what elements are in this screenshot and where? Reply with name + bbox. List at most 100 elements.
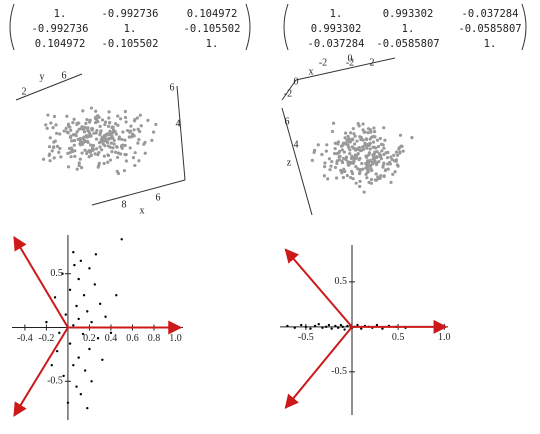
cloud-dot — [77, 161, 81, 165]
cloud-dot — [44, 123, 48, 127]
cloud-dot — [358, 135, 362, 139]
cloud-dot — [351, 127, 355, 131]
cloud-dot — [100, 148, 104, 152]
point — [72, 324, 75, 327]
arrow — [13, 235, 69, 329]
cloud-dot — [123, 109, 128, 114]
cloud-dot — [381, 165, 385, 169]
cloud-dot — [386, 150, 390, 155]
cloud-dot — [81, 140, 86, 145]
point — [81, 332, 85, 336]
cloud-dot — [106, 140, 110, 145]
cloud-dot — [132, 128, 136, 132]
cloud-dot — [353, 134, 357, 138]
cloud-dot — [106, 160, 110, 164]
cloud-dot — [349, 169, 354, 173]
cloud-dot — [344, 157, 348, 162]
cloud-dot — [379, 174, 383, 178]
cloud-dot — [351, 177, 355, 181]
cloud-dot — [87, 149, 91, 153]
matrix-entry: -0.105502 — [184, 23, 241, 35]
cloud-dot — [398, 133, 403, 137]
cloud-dot — [52, 156, 56, 160]
cloud-dot — [328, 168, 332, 172]
cloud-dot — [93, 152, 97, 156]
point — [64, 313, 67, 316]
cloud-dot — [109, 141, 113, 145]
cloud-dot — [362, 130, 366, 134]
cloud-dot — [333, 141, 337, 145]
matrix-entry: 0.104972 — [187, 8, 238, 20]
cloud-dot — [381, 143, 385, 147]
cloud-dot — [378, 176, 382, 180]
cloud-dot — [131, 156, 136, 160]
cloud-dot — [352, 132, 356, 136]
cloud-dot — [45, 126, 49, 130]
point — [96, 337, 100, 340]
cloud-dot — [400, 144, 404, 148]
cloud-dot — [49, 121, 53, 125]
cloud-dot — [95, 128, 99, 133]
matrix-entry: 1. — [206, 38, 219, 50]
y-tick-label: 0.5 — [50, 268, 63, 279]
cloud-dot — [325, 143, 329, 147]
cloud-dot — [112, 138, 116, 142]
cloud-dot — [366, 168, 370, 172]
cloud-dot — [398, 151, 402, 155]
cloud-dot — [347, 163, 351, 167]
cloud-dot — [136, 127, 140, 131]
x-tick-label: 1.0 — [169, 333, 182, 344]
cloud-dot — [137, 159, 141, 163]
cloud-dot — [138, 113, 142, 117]
cloud-dot — [119, 152, 123, 156]
cloud-dot — [87, 120, 92, 124]
cloud-dot — [123, 138, 127, 142]
point — [62, 374, 65, 378]
point — [120, 238, 123, 241]
point — [90, 320, 93, 324]
cloud-dot — [361, 122, 365, 126]
point — [79, 259, 83, 263]
cloud-dot — [356, 151, 360, 156]
cloud-dot — [353, 142, 357, 146]
x-tick-label: -0.2 — [38, 333, 54, 344]
cloud-dot — [150, 138, 154, 142]
cloud-dot — [367, 180, 371, 185]
cloud-dot — [380, 149, 384, 153]
cloud-dot — [52, 140, 56, 144]
cloud-dot — [90, 146, 95, 150]
point — [94, 253, 98, 256]
cloud-dot — [103, 144, 107, 148]
point — [72, 363, 75, 367]
matrix-entry: -0.0585807 — [458, 23, 521, 35]
cloud-dot — [98, 133, 102, 137]
cloud-dot — [52, 114, 57, 119]
cloud-dot — [356, 122, 360, 126]
cloud-dot — [114, 132, 118, 136]
cloud-dot — [55, 144, 60, 149]
axis-3d-label: 2 — [22, 86, 27, 97]
point — [343, 328, 346, 331]
point — [334, 324, 337, 328]
cloud-dot — [137, 137, 141, 142]
cloud-dot — [107, 116, 111, 120]
cloud-dot — [382, 146, 386, 150]
cloud-dot — [354, 165, 358, 169]
cloud-dot — [332, 151, 337, 156]
cloud-dot — [123, 115, 128, 120]
cloud-dot — [89, 106, 94, 110]
cloud-dot — [357, 147, 361, 152]
cloud-dot — [115, 155, 120, 160]
x-tick-label: 1.0 — [438, 332, 451, 343]
cloud-dot — [86, 126, 90, 130]
cloud-dot — [361, 128, 365, 132]
cloud-dot — [72, 117, 76, 121]
cloud-dot — [117, 137, 121, 141]
axis-3d-label: z — [287, 157, 292, 168]
cloud-dot — [107, 132, 111, 136]
matrix-entry: -0.992736 — [102, 8, 159, 20]
cloud-dot — [348, 160, 353, 164]
cloud-dot — [372, 126, 376, 130]
point — [66, 401, 70, 404]
cloud-dot — [106, 153, 110, 157]
